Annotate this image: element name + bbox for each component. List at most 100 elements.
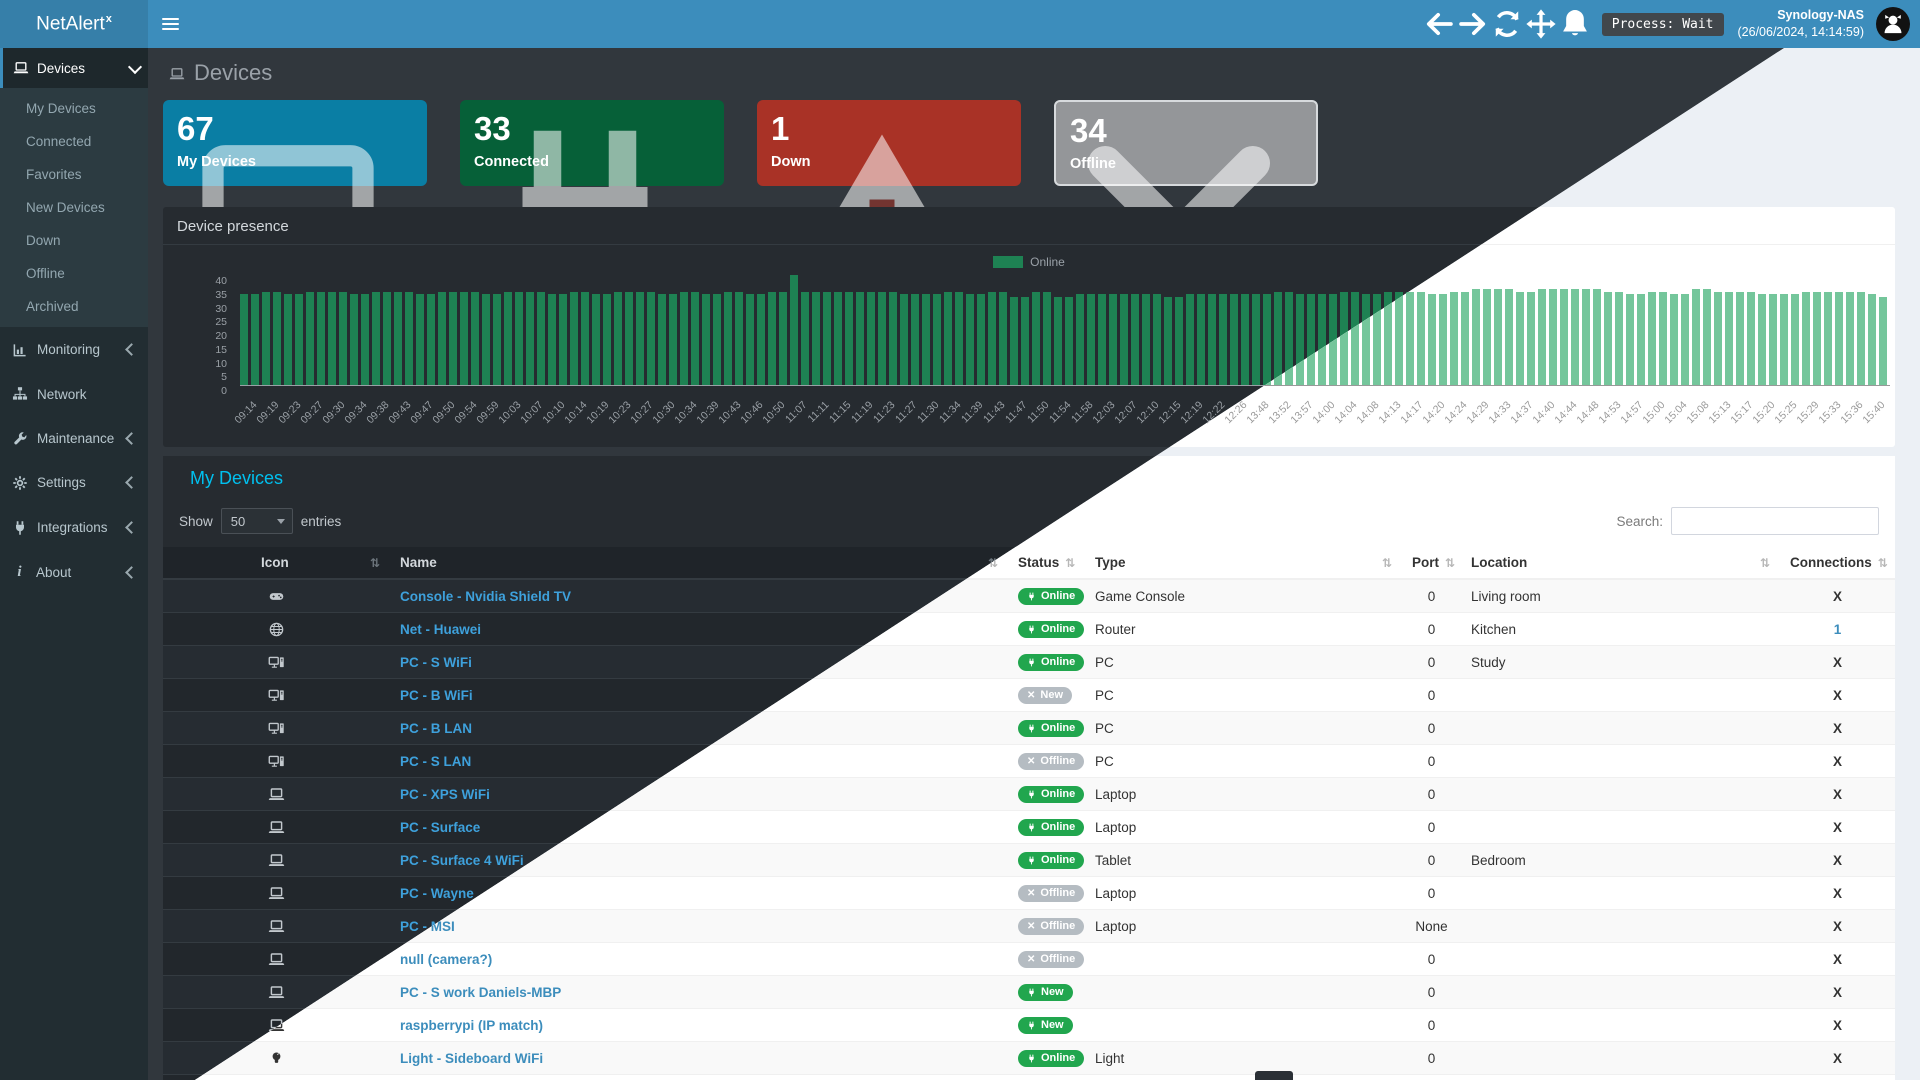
caret-down-icon <box>276 519 285 524</box>
device-name-link[interactable]: PC - B LAN <box>400 720 472 736</box>
sort-icon[interactable]: ⇅ <box>369 555 380 570</box>
device-connections: X <box>1780 645 1895 679</box>
device-location: Living room <box>1461 579 1780 613</box>
no-connections-mark: X <box>1832 819 1842 835</box>
sidebar-subitem-connected[interactable]: Connected <box>26 134 92 150</box>
status-badge: ✕Offline <box>1018 951 1085 969</box>
device-name-link[interactable]: null (camera?) <box>400 951 493 967</box>
stat-card-offline[interactable]: 34 Offline <box>1054 100 1318 329</box>
no-connections-mark: X <box>1832 720 1842 736</box>
chart-bar <box>713 294 721 385</box>
sort-icon[interactable]: ⇅ <box>987 555 998 570</box>
connections-link[interactable]: 1 <box>1833 621 1842 637</box>
chart-bar <box>1483 288 1491 385</box>
table-row: Light - bedside B WiFi ✕Offline Light 0 … <box>195 1074 1895 1080</box>
hamburger-menu-icon[interactable] <box>148 0 192 48</box>
bell-icon[interactable] <box>1558 0 1592 48</box>
process-status-badge[interactable]: Process: Wait <box>1601 12 1724 36</box>
sidebar-item-integrations[interactable]: Integrations <box>0 505 148 549</box>
sidebar-subitem-offline[interactable]: Offline <box>26 266 65 282</box>
chart-bar <box>438 291 446 385</box>
column-header-status[interactable]: Status⇅ <box>1008 547 1085 580</box>
sidebar-subitem-archived[interactable]: Archived <box>26 299 79 315</box>
no-connections-mark: X <box>1832 1050 1842 1066</box>
chart-bar <box>1736 291 1744 385</box>
refresh-icon[interactable] <box>1490 0 1524 48</box>
sidebar-item-monitoring[interactable]: Monitoring <box>0 327 148 371</box>
chart-bar <box>1307 294 1315 385</box>
nav-back-icon[interactable] <box>1422 0 1456 48</box>
status-badge: New <box>1018 1016 1073 1034</box>
stat-value: 33 <box>474 110 511 147</box>
sort-icon[interactable]: ⇅ <box>1445 555 1456 570</box>
chart-bar <box>1472 288 1480 385</box>
user-avatar[interactable] <box>1876 7 1910 41</box>
table-row: PC - S work Daniels-MBP New 0 X <box>195 975 1895 1009</box>
stat-card-connected[interactable]: 33 Connected <box>460 100 724 344</box>
column-header-type[interactable]: Type⇅ <box>1085 547 1402 580</box>
device-name-link[interactable]: PC - Surface <box>400 819 481 835</box>
sort-icon[interactable]: ⇅ <box>1759 555 1770 570</box>
sidebar-subitem-new-devices[interactable]: New Devices <box>26 200 105 216</box>
search-input[interactable] <box>1671 507 1879 535</box>
device-type: Laptop <box>1085 876 1402 910</box>
column-header-location[interactable]: Location⇅ <box>1461 547 1780 580</box>
page-length-select[interactable]: 50 <box>220 508 293 534</box>
device-name-link[interactable]: PC - XPS WiFi <box>400 786 490 802</box>
sidebar-item-about[interactable]: i About <box>0 550 148 595</box>
stat-card-down[interactable]: 1 Down <box>757 100 1021 331</box>
device-name-link[interactable]: PC - B WiFi <box>400 687 473 703</box>
device-connections: 1 <box>1780 612 1895 646</box>
device-type: Game Console <box>1085 579 1402 613</box>
device-name-link[interactable]: PC - Surface 4 WiFi <box>400 852 524 868</box>
sidebar-subitem-my-devices[interactable]: My Devices <box>26 101 96 117</box>
sidebar-item-settings[interactable]: Settings <box>0 461 148 505</box>
chart-bar <box>1219 294 1227 385</box>
sidebar-item-devices[interactable]: Devices <box>0 48 148 89</box>
device-name-link[interactable]: PC - S work Daniels-MBP <box>400 984 562 1000</box>
sidebar-subitem-favorites[interactable]: Favorites <box>26 167 82 183</box>
chart-bar <box>735 291 743 385</box>
device-name-link[interactable]: PC - S WiFi <box>400 654 472 670</box>
device-name-link[interactable]: Net - Huawei <box>400 621 482 637</box>
chart-bar <box>1054 297 1062 385</box>
chart-bar <box>1032 291 1040 385</box>
chart-bar <box>570 291 578 385</box>
sort-icon[interactable]: ⇅ <box>1877 555 1888 570</box>
sidebar-item-maintenance[interactable]: Maintenance <box>0 416 148 460</box>
chart-bar <box>1076 294 1084 385</box>
brand-text: NetAlert <box>36 13 105 35</box>
laptop-icon <box>163 909 390 943</box>
chart-bar <box>1417 291 1425 385</box>
laptop-icon <box>163 843 390 877</box>
sidebar-item-label: Devices <box>37 60 86 76</box>
chart-bar <box>504 291 512 385</box>
stat-label: Down <box>771 153 811 170</box>
column-header-name[interactable]: Name⇅ <box>390 547 1008 580</box>
column-header-connections[interactable]: Connections⇅ <box>1780 547 1895 580</box>
device-connections: X <box>1780 711 1895 745</box>
device-port: 0 <box>1402 1041 1461 1075</box>
device-name-link[interactable]: PC - Wayne <box>400 885 474 901</box>
chevron-left-icon <box>125 565 138 579</box>
device-name-link[interactable]: Console - Nvidia Shield TV <box>400 588 572 604</box>
chart-bar <box>1692 288 1700 385</box>
chart-bar <box>878 291 886 385</box>
sort-icon[interactable]: ⇅ <box>1065 555 1076 570</box>
sidebar-subitem-down[interactable]: Down <box>26 233 61 249</box>
chart-bar <box>1318 294 1326 385</box>
move-icon[interactable] <box>1524 0 1558 48</box>
brand-logo[interactable]: NetAlertx <box>0 0 148 48</box>
sidebar-item-network[interactable]: Network <box>0 372 148 416</box>
device-location <box>1461 744 1780 778</box>
status-badge: Online <box>1018 719 1085 737</box>
device-name-link[interactable]: raspberrypi (IP match) <box>400 1017 544 1033</box>
device-name-link[interactable]: PC - S LAN <box>400 753 472 769</box>
column-header-port[interactable]: Port⇅ <box>1402 547 1461 580</box>
column-header-icon[interactable]: Icon⇅ <box>163 547 390 580</box>
nav-forward-icon[interactable] <box>1456 0 1490 48</box>
chart-bar <box>1758 294 1766 385</box>
stat-card-my-devices[interactable]: 67 My Devices <box>163 100 427 319</box>
sort-icon[interactable]: ⇅ <box>1381 555 1392 570</box>
device-name-link[interactable]: Light - Sideboard WiFi <box>400 1050 544 1066</box>
